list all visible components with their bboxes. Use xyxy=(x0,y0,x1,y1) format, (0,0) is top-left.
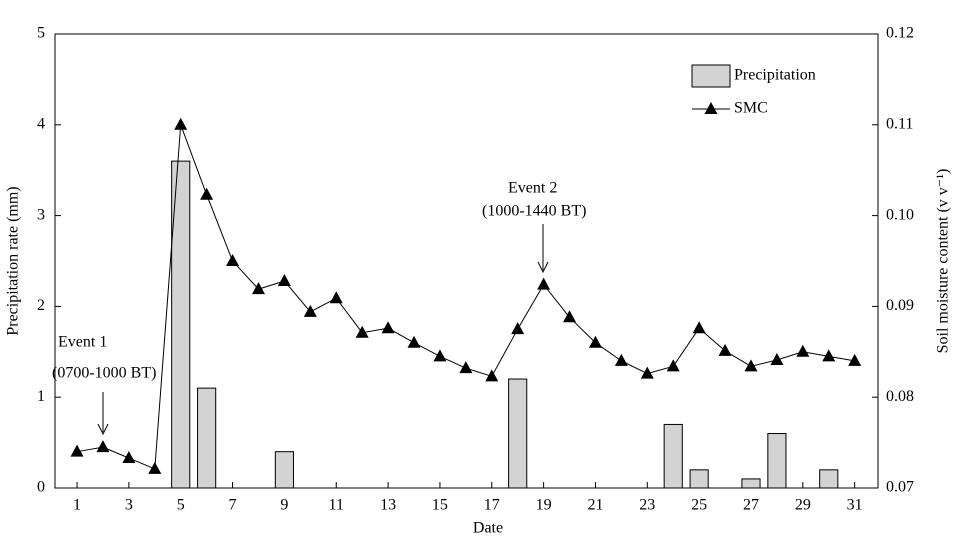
marker xyxy=(485,369,499,382)
y-tick-label: 4 xyxy=(37,115,45,132)
plot-frame xyxy=(54,33,879,489)
x-tick-label: 25 xyxy=(691,497,707,514)
marker xyxy=(666,359,680,372)
annotation: (1000-1440 BT) xyxy=(482,203,586,220)
x-tick-label: 9 xyxy=(280,497,288,514)
y2-axis-label: Soil moisture content (v v⁻¹) xyxy=(935,169,952,354)
marker xyxy=(563,310,577,323)
marker xyxy=(511,322,525,335)
marker xyxy=(96,440,110,453)
bar xyxy=(274,451,294,489)
annotation: Event 1 xyxy=(58,334,107,351)
x-tick-label: 15 xyxy=(432,497,448,514)
legend-label: SMC xyxy=(734,100,768,117)
y2-tick-label: 0.08 xyxy=(886,388,914,405)
y2-tick-label: 0.07 xyxy=(886,479,914,496)
marker xyxy=(122,451,136,464)
legend-marker xyxy=(704,102,718,114)
marker xyxy=(614,353,628,366)
marker xyxy=(407,335,421,348)
legend-swatch xyxy=(691,64,731,88)
bar xyxy=(819,469,839,489)
marker xyxy=(70,444,84,457)
legend-label: Precipitation xyxy=(734,67,816,84)
marker xyxy=(148,461,162,474)
marker xyxy=(381,321,395,334)
marker xyxy=(277,273,291,286)
x-axis-label: Date xyxy=(473,520,503,534)
marker xyxy=(718,343,732,356)
marker xyxy=(588,335,602,348)
x-tick-label: 29 xyxy=(795,497,811,514)
annotation: Event 2 xyxy=(508,180,557,197)
y2-tick-label: 0.12 xyxy=(886,25,914,42)
x-tick-label: 21 xyxy=(587,497,603,514)
x-tick-label: 3 xyxy=(125,497,133,514)
y-tick-label: 2 xyxy=(37,297,45,314)
marker xyxy=(640,366,654,379)
marker xyxy=(848,353,862,366)
x-tick-label: 27 xyxy=(743,497,759,514)
bar xyxy=(171,160,191,489)
x-tick-label: 11 xyxy=(329,497,344,514)
x-tick-label: 13 xyxy=(380,497,396,514)
y-tick-label: 0 xyxy=(37,479,45,496)
y-axis-label: Precipitation rate (mm) xyxy=(5,186,22,335)
marker xyxy=(796,344,810,357)
marker xyxy=(692,321,706,334)
y2-tick-label: 0.11 xyxy=(886,115,913,132)
smc-line xyxy=(76,124,855,470)
x-tick-label: 5 xyxy=(177,497,185,514)
marker xyxy=(744,359,758,372)
bar xyxy=(508,378,528,489)
marker xyxy=(355,325,369,338)
marker xyxy=(226,254,240,266)
marker xyxy=(459,361,473,374)
y-tick-label: 5 xyxy=(37,25,45,42)
x-tick-label: 17 xyxy=(484,497,500,514)
x-tick-label: 31 xyxy=(847,497,863,514)
y2-tick-label: 0.09 xyxy=(886,297,914,314)
bar xyxy=(197,387,217,489)
marker xyxy=(200,187,214,200)
marker xyxy=(174,117,188,130)
x-tick-label: 23 xyxy=(639,497,655,514)
x-tick-label: 1 xyxy=(73,497,81,514)
annotation: (0700-1000 BT) xyxy=(52,365,156,382)
marker xyxy=(822,349,836,362)
bar xyxy=(663,423,683,489)
marker xyxy=(303,304,317,317)
bar xyxy=(767,433,787,489)
y-tick-label: 1 xyxy=(37,388,45,405)
marker xyxy=(433,349,447,362)
y2-tick-label: 0.10 xyxy=(886,206,914,223)
x-tick-label: 19 xyxy=(536,497,552,514)
x-tick-label: 7 xyxy=(229,497,237,514)
y-tick-label: 3 xyxy=(37,206,45,223)
marker xyxy=(251,282,265,295)
marker xyxy=(329,291,343,304)
bar xyxy=(689,469,709,489)
marker xyxy=(537,277,551,290)
arrow-head xyxy=(97,423,109,436)
arrow-head xyxy=(537,261,549,274)
bar xyxy=(741,478,761,489)
marker xyxy=(770,352,784,365)
